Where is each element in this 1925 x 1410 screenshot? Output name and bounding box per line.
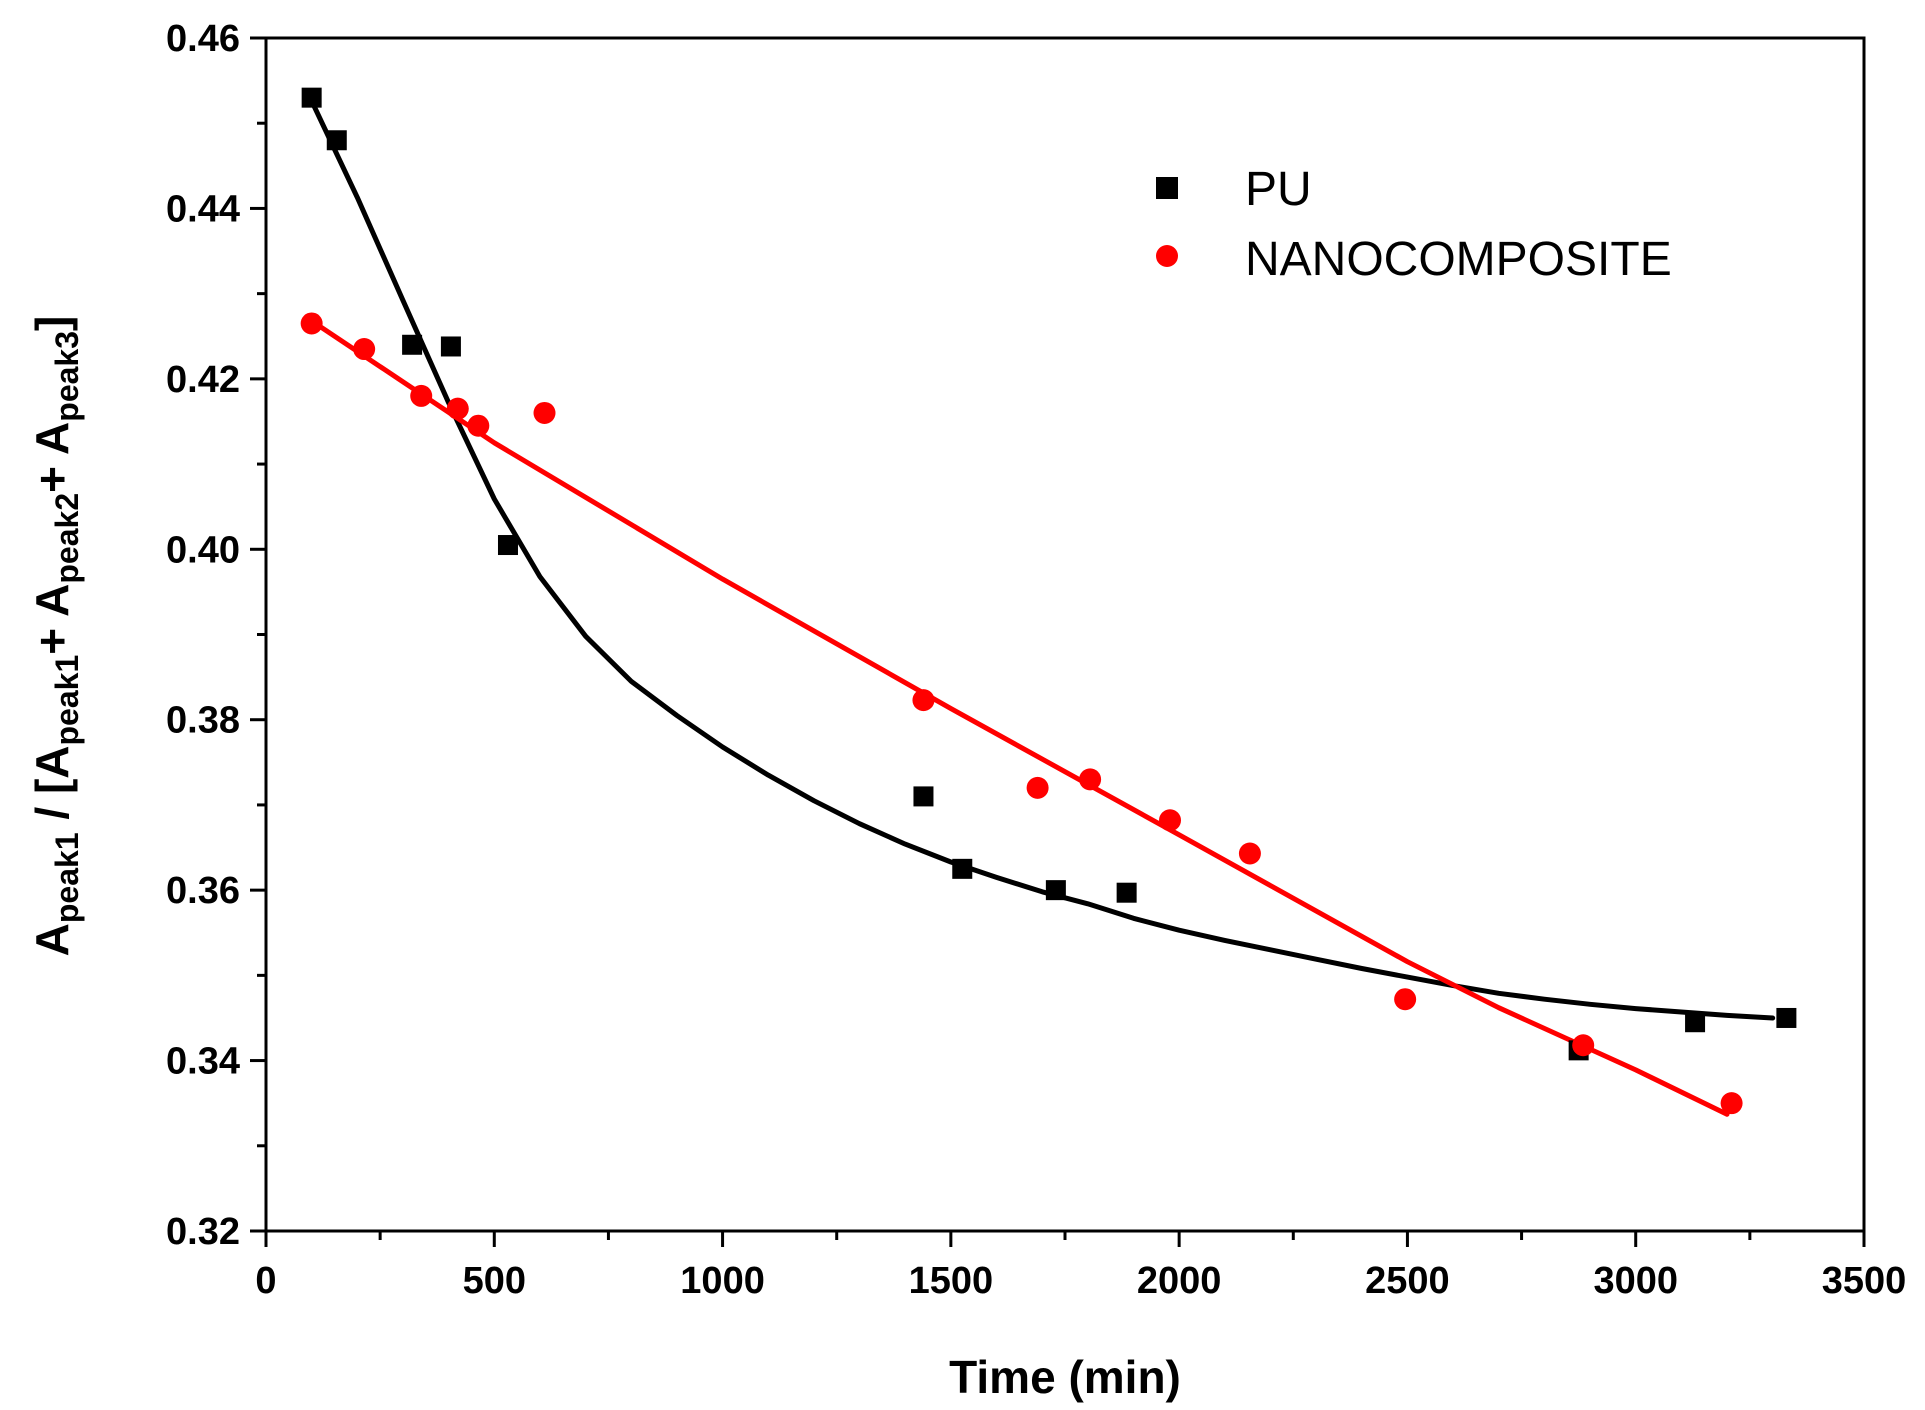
point-nanocomposite bbox=[467, 414, 490, 437]
y-title-sub1: peak1 bbox=[49, 832, 85, 923]
point-nanocomposite bbox=[533, 401, 556, 424]
y-tick-label: 0.36 bbox=[166, 870, 240, 912]
point-pu bbox=[402, 334, 423, 355]
point-nanocomposite bbox=[1026, 776, 1049, 799]
y-tick-label: 0.32 bbox=[166, 1211, 240, 1253]
point-nanocomposite bbox=[1159, 809, 1182, 832]
point-pu bbox=[1776, 1007, 1797, 1028]
y-title-a4: + A bbox=[26, 422, 78, 493]
point-pu bbox=[301, 87, 322, 108]
y-tick-label: 0.46 bbox=[166, 18, 240, 60]
point-nanocomposite bbox=[1572, 1034, 1595, 1057]
legend-label-pu: PU bbox=[1245, 163, 1312, 216]
point-nanocomposite bbox=[410, 384, 433, 407]
point-pu bbox=[1685, 1012, 1706, 1033]
legend-label-nanocomposite: NANOCOMPOSITE bbox=[1245, 233, 1672, 286]
legend-marker-nanocomposite bbox=[1156, 245, 1178, 267]
y-tick-label: 0.38 bbox=[166, 700, 240, 742]
data-points bbox=[300, 87, 1797, 1115]
legend-marker-pu bbox=[1156, 177, 1178, 199]
point-pu bbox=[497, 535, 518, 556]
point-pu bbox=[326, 130, 347, 151]
y-title-sub2: peak1 bbox=[49, 655, 85, 746]
x-tick-label: 1500 bbox=[909, 1260, 994, 1302]
y-title-a3: + A bbox=[26, 584, 78, 655]
x-tick-label: 2500 bbox=[1365, 1260, 1450, 1302]
point-pu bbox=[1045, 880, 1066, 901]
x-tick-label: 2000 bbox=[1137, 1260, 1222, 1302]
point-nanocomposite bbox=[1238, 842, 1261, 865]
legend: PU NANOCOMPOSITE bbox=[1156, 163, 1672, 286]
point-nanocomposite bbox=[446, 397, 469, 420]
y-tick-label: 0.42 bbox=[166, 359, 240, 401]
y-tick-label: 0.40 bbox=[166, 529, 240, 571]
y-title-a1: A bbox=[26, 923, 78, 956]
point-nanocomposite bbox=[1079, 768, 1102, 791]
point-pu bbox=[952, 858, 973, 879]
x-tick-label: 3000 bbox=[1593, 1260, 1678, 1302]
y-title-sub3: peak2 bbox=[49, 493, 85, 584]
x-tick-label: 500 bbox=[463, 1260, 526, 1302]
fit-line-pu bbox=[309, 98, 1776, 1021]
y-title-a2: / [A bbox=[26, 745, 78, 832]
axis-ticks: 0 500 1000 1500 2000 2500 3000 3500 0.32 0.34 0.36… bbox=[166, 18, 1906, 1302]
point-pu bbox=[913, 786, 934, 807]
y-title-sub4: peak3 bbox=[49, 331, 85, 422]
point-nanocomposite bbox=[912, 689, 935, 712]
y-title-bracket: ] bbox=[26, 316, 78, 331]
point-nanocomposite bbox=[1394, 988, 1417, 1011]
point-nanocomposite bbox=[353, 338, 376, 361]
point-pu bbox=[440, 336, 461, 357]
y-axis-title: Apeak1 / [Apeak1+ Apeak2+ Apeak3] bbox=[26, 316, 85, 957]
x-tick-label: 1000 bbox=[680, 1260, 765, 1302]
y-tick-label: 0.44 bbox=[166, 188, 240, 230]
x-tick-label: 3500 bbox=[1822, 1260, 1907, 1302]
point-nanocomposite bbox=[1720, 1092, 1743, 1115]
x-tick-label: 0 bbox=[255, 1260, 276, 1302]
y-tick-label: 0.34 bbox=[166, 1041, 240, 1083]
x-axis-title: Time (min) bbox=[949, 1351, 1181, 1403]
point-pu bbox=[1116, 882, 1137, 903]
plot-frame bbox=[264, 36, 1866, 1233]
point-nanocomposite bbox=[300, 312, 323, 335]
